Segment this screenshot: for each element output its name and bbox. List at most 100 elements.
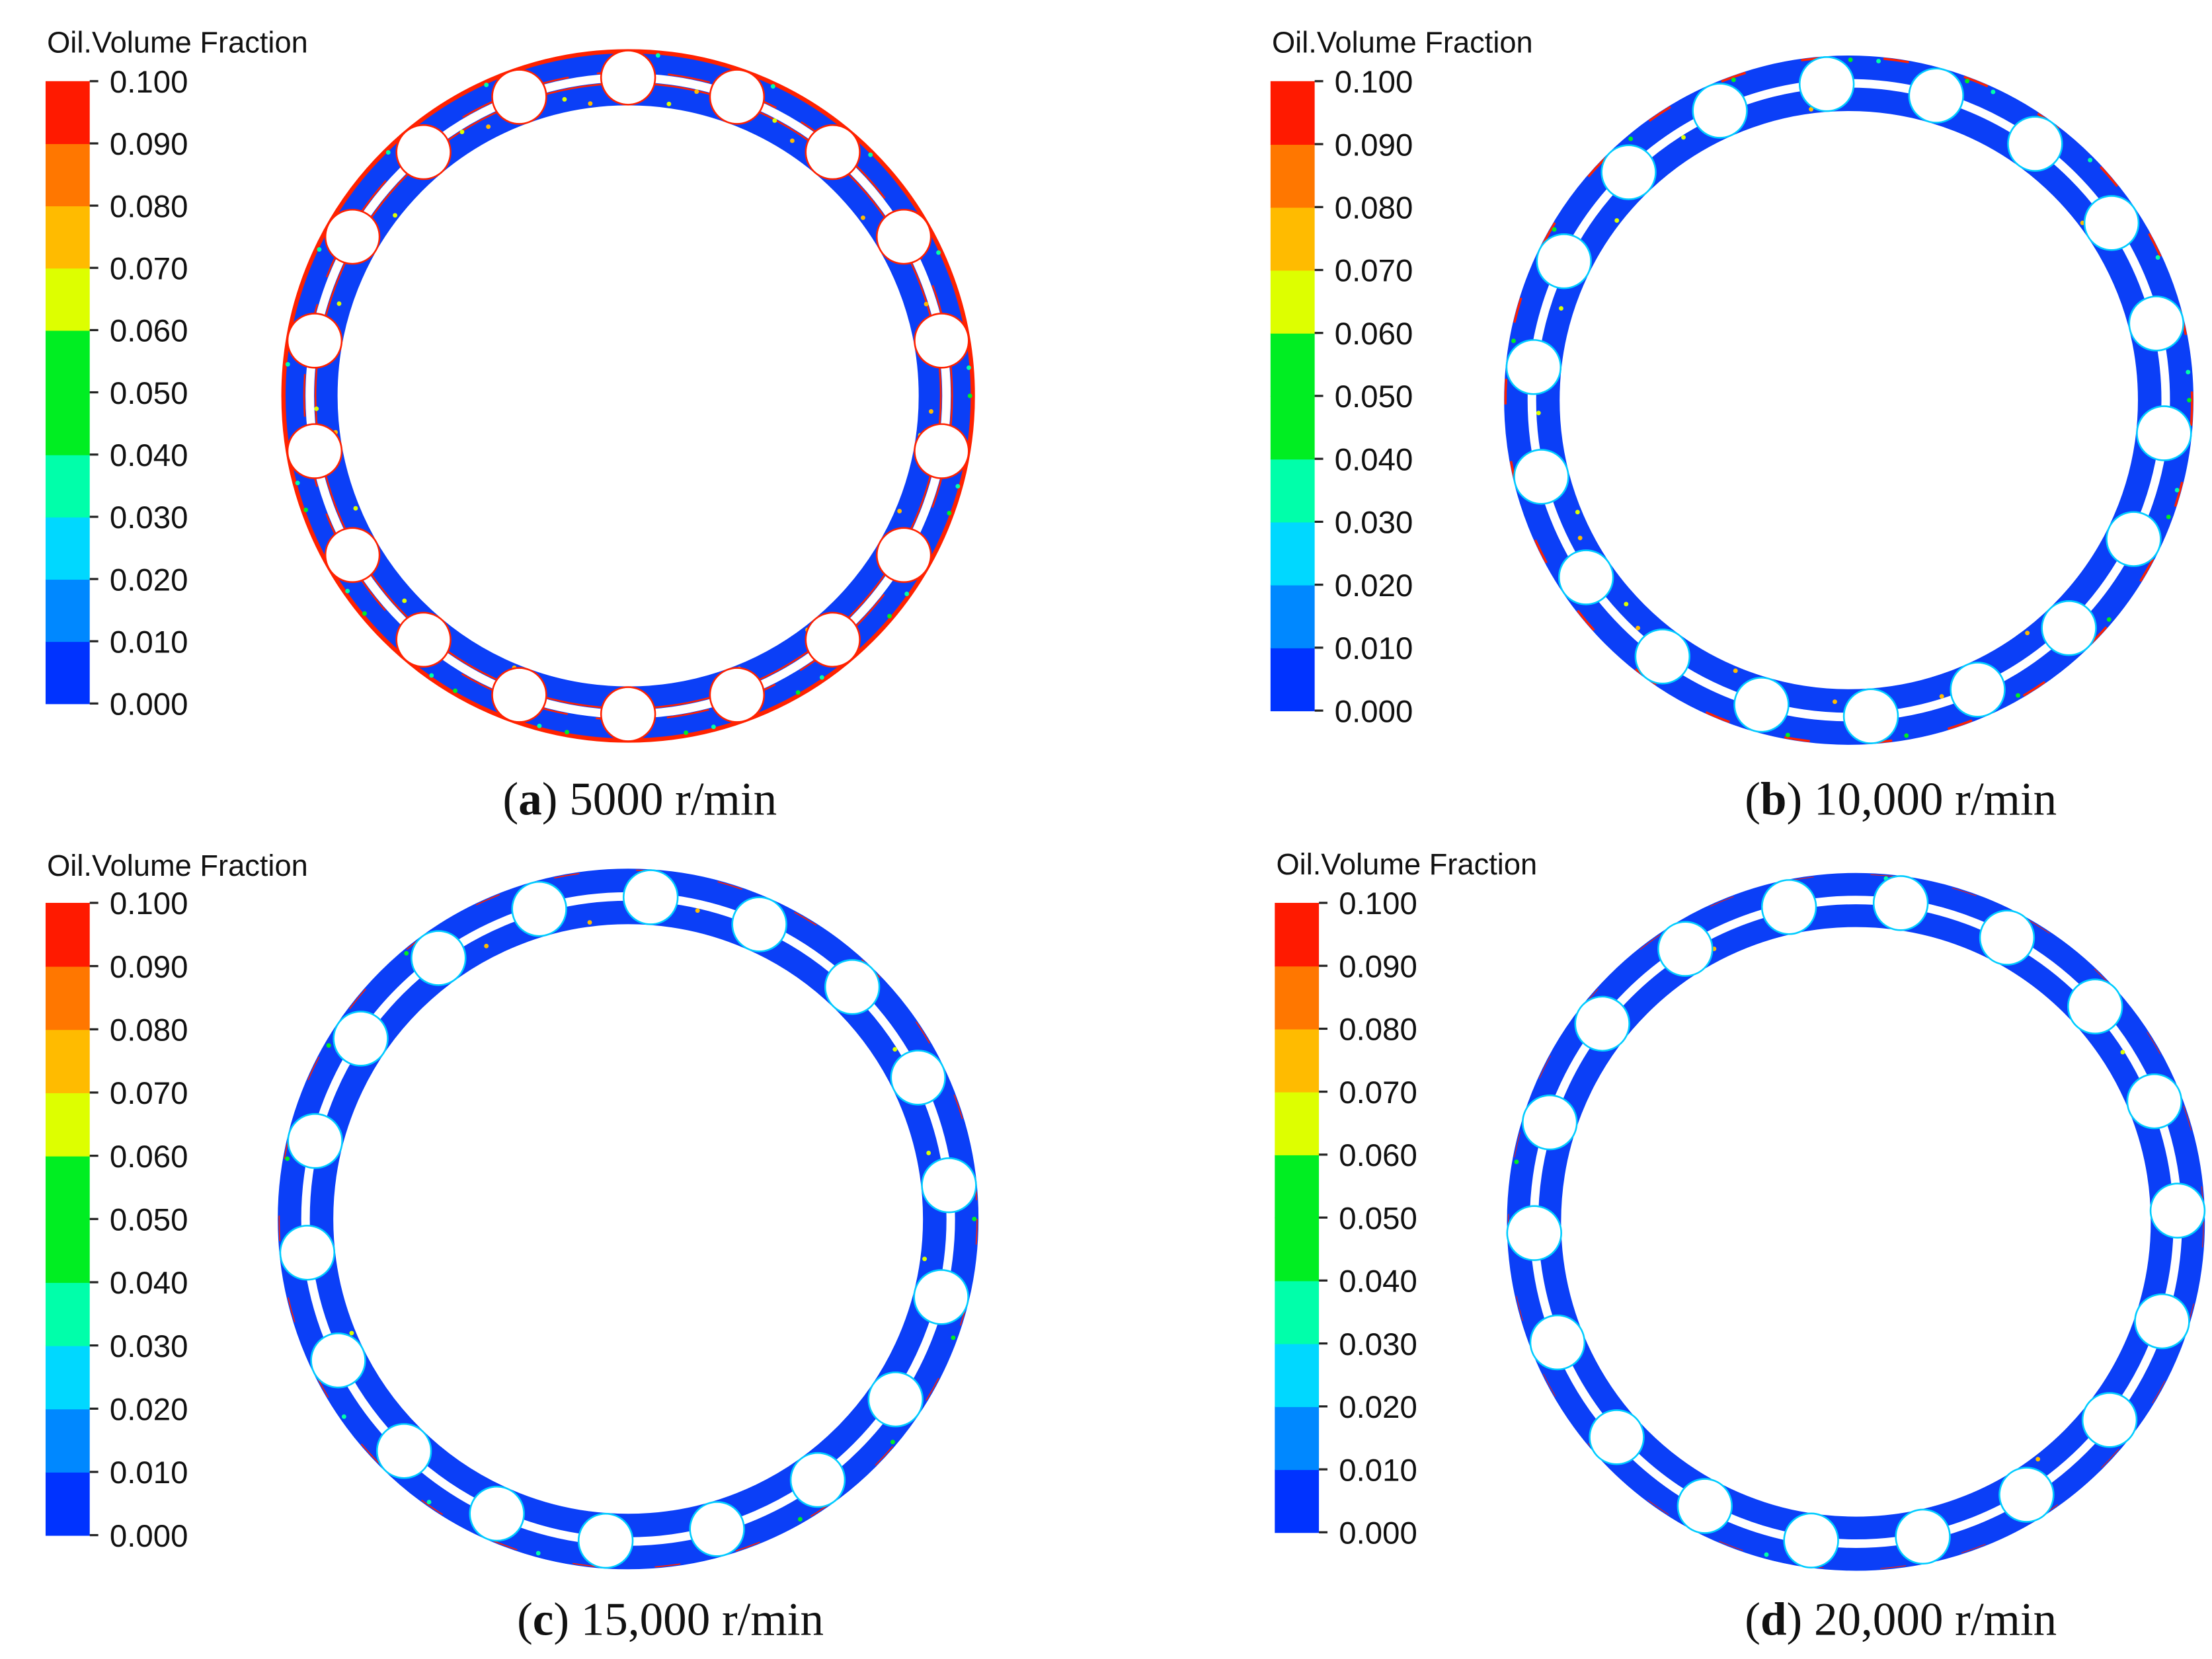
legend-tick-label: 0.070 [110,1076,188,1111]
legend-tick-label: 0.030 [110,500,188,535]
rolling-elements [1506,875,2206,1569]
oil-speck [1876,59,1881,63]
legend-title: Oil.Volume Fraction [1276,847,1537,881]
rolling-elements [1505,56,2192,744]
legend-band [1275,1091,1320,1155]
oil-speck [303,508,309,512]
legend-tick-label: 0.090 [1335,128,1413,163]
rolling-ball [469,1485,525,1542]
caption-paren-close: ) [553,1594,569,1645]
oil-speck [929,409,933,414]
oil-speck [868,152,873,157]
oil-speck [349,1331,354,1336]
rolling-ball [1783,1512,1839,1569]
legend-band [45,454,90,518]
rolling-ball [914,423,970,479]
legend-band [45,1219,90,1283]
legend-tick-label: 0.050 [1335,379,1413,414]
legend-tick-label: 0.080 [110,189,188,224]
legend-band [45,143,90,207]
legend-band [45,1092,90,1157]
rolling-ball [2106,511,2162,567]
legend-tick-label: 0.030 [110,1329,188,1364]
caption-paren-open: ( [517,1594,533,1645]
legend-band [1275,1280,1320,1344]
rolling-ball [689,1501,745,1557]
legend-tick-label: 0.030 [1339,1327,1417,1362]
legend-tick-label: 0.000 [1339,1516,1417,1551]
rolling-ball [2067,978,2123,1035]
legend-tick-label: 0.090 [1339,949,1417,984]
legend-tick-label: 0.030 [1335,506,1413,541]
oil-speck [1552,227,1557,232]
legend-tick-label: 0.040 [110,1266,188,1301]
oil-speck [967,393,972,399]
oil-speck [1636,625,1641,631]
rolling-ball [1733,677,1790,733]
legend-band [45,1029,90,1093]
bearing-ring [1507,872,2205,1571]
panel-c: Oil.Volume Fraction 0.100 0.090 0.080 0.070 0… [45,849,979,1645]
legend-band [45,81,90,144]
legend-tick-label: 0.080 [110,1013,188,1048]
caption-letter: a [518,773,542,825]
legend-tick-label: 0.000 [1335,694,1413,729]
oil-edge-outer [1508,874,2204,1570]
legend-title: Oil.Volume Fraction [47,849,308,882]
rolling-ball [1979,909,2035,966]
oil-speck [565,730,569,735]
panel-a: Oil.Volume Fraction 0.100 0.090 0.080 0.070 0… [45,26,975,825]
oil-speck [345,588,350,594]
oil-speck [1991,89,1996,95]
oil-speck [1848,58,1853,62]
legend-band [1270,584,1315,648]
oil-speck [2186,369,2191,375]
caption-letter: b [1760,773,1787,825]
legend-band [1270,395,1315,460]
rolling-ball [279,1225,336,1281]
caption-text: 15,000 r/min [569,1594,824,1645]
oil-speck [795,690,801,695]
legend-band [1275,902,1320,967]
oil-edge-outer [1504,56,2193,745]
oil-speck [484,943,489,948]
caption-text: 5000 r/min [557,773,777,825]
oil-speck [897,508,902,514]
rolling-ball [789,1451,846,1508]
rolling-ball [411,930,467,986]
legend-tick-label: 0.090 [110,950,188,985]
legend-title: Oil.Volume Fraction [47,26,308,59]
legend-tick-label: 0.010 [110,1455,188,1490]
rolling-ball [600,686,656,742]
rolling-ball [1589,1409,1645,1465]
rolling-ball [875,527,932,583]
oil-speck [2025,631,2030,636]
oil-speck [1833,699,1837,705]
legend-band [45,392,90,455]
caption-letter: c [533,1594,554,1645]
legend-band [1270,332,1315,397]
legend-band [45,516,90,580]
oil-speck [922,1256,928,1262]
oil-speck [1511,338,1516,344]
rolling-ball [1536,233,1592,289]
legend-band [1270,270,1315,334]
oil-speck [887,613,892,619]
rolling-ball [395,611,452,668]
oil-speck [2120,1050,2125,1055]
oil-speck [588,101,593,106]
rolling-ball [1677,1478,1733,1534]
oil-speck [314,406,319,411]
bearing-ring [281,49,975,743]
panel-caption: (a) 5000 r/min [503,773,777,825]
oil-speck [967,365,971,370]
oil-speck [1559,306,1563,311]
rolling-ball [805,124,861,180]
legend-tick-label: 0.090 [110,127,188,162]
rolling-ball [577,1512,634,1569]
rolling-ball [2081,1392,2138,1448]
legend-tick-label: 0.020 [1335,568,1413,603]
oil-speck [486,124,491,130]
legend-tick-label: 0.000 [110,687,188,722]
caption-letter: d [1760,1594,1787,1645]
